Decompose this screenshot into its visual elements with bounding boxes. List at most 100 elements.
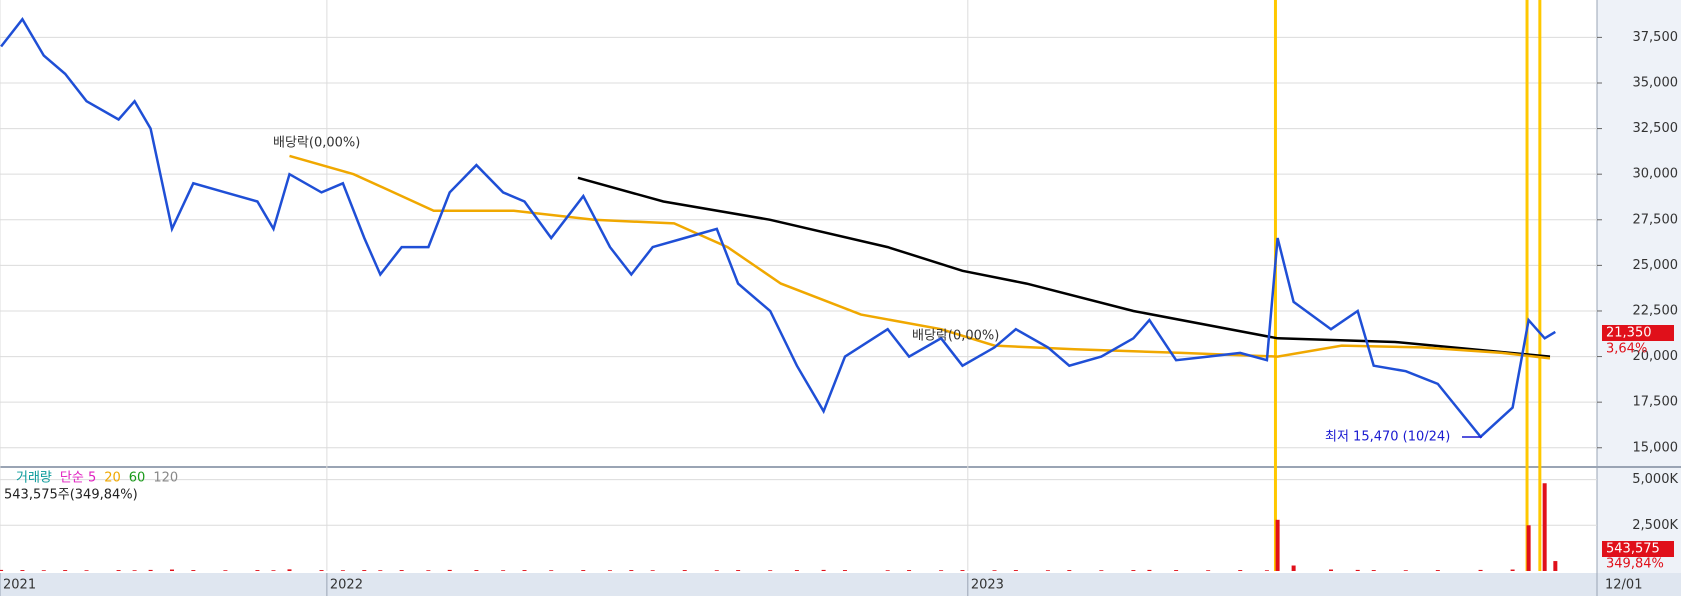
volume-bar xyxy=(768,570,773,571)
volume-bar xyxy=(885,570,890,571)
volume-bar xyxy=(1206,570,1211,571)
volume-bar xyxy=(939,570,944,571)
y-tick-label: 20,000 xyxy=(1633,349,1679,364)
last-price-box xyxy=(1602,325,1674,341)
volume-bar xyxy=(191,570,196,571)
volume-bar xyxy=(447,569,452,571)
volume-bar xyxy=(1329,569,1334,571)
volume-bar xyxy=(426,570,431,571)
volume-bar xyxy=(1403,570,1408,571)
y-tick-label: 2,500K xyxy=(1632,518,1678,533)
y-tick-label: 32,500 xyxy=(1633,121,1679,136)
volume-bar xyxy=(41,570,46,571)
legend-entry: 60 xyxy=(129,471,146,486)
volume-bar xyxy=(1275,519,1280,571)
volume-bar xyxy=(650,570,655,571)
right-axis-area xyxy=(1597,0,1681,596)
legend-entry: 단순 5 xyxy=(60,471,96,486)
volume-bar xyxy=(399,570,404,571)
price-line xyxy=(0,16,1556,439)
volume-bar xyxy=(63,570,68,571)
x-tick-label: 2021 xyxy=(3,578,36,593)
y-tick-label: 15,000 xyxy=(1633,440,1679,455)
y-tick-label: 30,000 xyxy=(1633,167,1679,182)
volume-bar xyxy=(255,570,260,571)
volume-bar xyxy=(1264,570,1269,571)
volume-bar xyxy=(362,570,367,571)
y-tick-label: 25,000 xyxy=(1633,258,1679,273)
x-tick-label: 2022 xyxy=(330,578,363,593)
volume-bar xyxy=(1355,569,1360,571)
volume-bar xyxy=(907,570,912,571)
volume-bar xyxy=(378,570,383,571)
volume-bar xyxy=(1045,570,1050,571)
last-change: 3,64% xyxy=(1606,342,1647,357)
volume-change: 349,84% xyxy=(1606,557,1664,572)
volume-bar xyxy=(20,570,25,571)
y-tick-label: 22,500 xyxy=(1633,303,1679,318)
volume-bar xyxy=(522,570,527,571)
y-tick-label: 27,500 xyxy=(1633,212,1679,227)
volume-bar xyxy=(607,570,612,571)
legend-entry: 20 xyxy=(104,471,121,486)
x-axis-area xyxy=(0,573,1681,596)
volume-bar xyxy=(1013,570,1018,571)
y-tick-label: 37,500 xyxy=(1633,30,1679,45)
legend-entry: 120 xyxy=(153,471,178,486)
volume-bar xyxy=(287,569,292,571)
volume-bar xyxy=(1510,569,1515,571)
volume-bar xyxy=(1478,569,1483,571)
x-tick-label: 2023 xyxy=(971,578,1004,593)
moving-average xyxy=(577,176,1551,358)
volume-bar xyxy=(1526,525,1531,571)
y-tick-label: 5,000K xyxy=(1632,472,1678,487)
volume-summary: 543,575주(349,84%) xyxy=(4,488,138,503)
volume-bar xyxy=(821,569,826,571)
volume-bar xyxy=(271,570,276,571)
volume-bar xyxy=(992,570,997,571)
volume-bar xyxy=(629,570,634,571)
volume-bar xyxy=(794,570,799,571)
volume-bar xyxy=(1147,569,1152,571)
volume-bar xyxy=(1542,483,1547,571)
annotation: 배당락(0,00%) xyxy=(912,329,999,344)
volume-bar xyxy=(960,570,965,571)
volume-bar xyxy=(0,569,4,571)
volume-bar xyxy=(842,570,847,571)
y-tick-label: 17,500 xyxy=(1633,395,1679,410)
cursor-date: 12/01 xyxy=(1605,578,1642,593)
volume-bar xyxy=(319,570,324,571)
volume-bar xyxy=(549,570,554,571)
volume-bar xyxy=(1435,570,1440,571)
volume-bar xyxy=(1371,570,1376,571)
volume-bar xyxy=(148,569,153,571)
legend-entry: 거래량 xyxy=(16,471,52,486)
volume-bar xyxy=(501,570,506,571)
volume-bar xyxy=(84,570,89,571)
volume-last: 543,575 xyxy=(1606,542,1660,557)
volume-bar xyxy=(1238,570,1243,571)
volume-last-box xyxy=(1602,541,1674,557)
volume-bar xyxy=(340,570,345,571)
volume-bar xyxy=(116,570,121,571)
volume-bar xyxy=(1174,570,1179,571)
volume-bar xyxy=(581,570,586,571)
volume-bar xyxy=(1291,565,1296,571)
volume-bar xyxy=(169,569,174,571)
moving-average xyxy=(289,154,1551,360)
volume-bar xyxy=(1099,570,1104,571)
volume-bar xyxy=(682,570,687,571)
y-tick-label: 35,000 xyxy=(1633,75,1679,90)
volume-bar xyxy=(1553,561,1558,571)
volume-bar xyxy=(1131,570,1136,571)
volume-bar xyxy=(474,570,479,571)
last-price: 21,350 xyxy=(1606,326,1652,341)
annotation: 배당락(0,00%) xyxy=(273,136,360,151)
volume-bar xyxy=(714,570,719,571)
volume-bar xyxy=(1067,570,1072,571)
volume-bar xyxy=(223,570,228,571)
volume-bar xyxy=(132,570,137,571)
volume-bar xyxy=(736,570,741,571)
